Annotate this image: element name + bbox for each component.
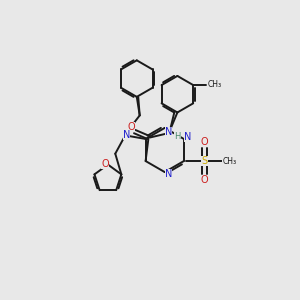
Text: O: O	[127, 122, 135, 132]
Text: O: O	[101, 159, 109, 169]
Text: H: H	[174, 132, 181, 141]
Text: CH₃: CH₃	[208, 80, 222, 89]
Text: O: O	[201, 137, 208, 148]
Text: N: N	[123, 130, 130, 140]
Text: N: N	[165, 128, 172, 137]
Text: CH₃: CH₃	[222, 157, 236, 166]
Text: S: S	[201, 156, 208, 166]
Text: N: N	[165, 169, 172, 179]
Text: O: O	[201, 175, 208, 184]
Text: N: N	[184, 132, 191, 142]
